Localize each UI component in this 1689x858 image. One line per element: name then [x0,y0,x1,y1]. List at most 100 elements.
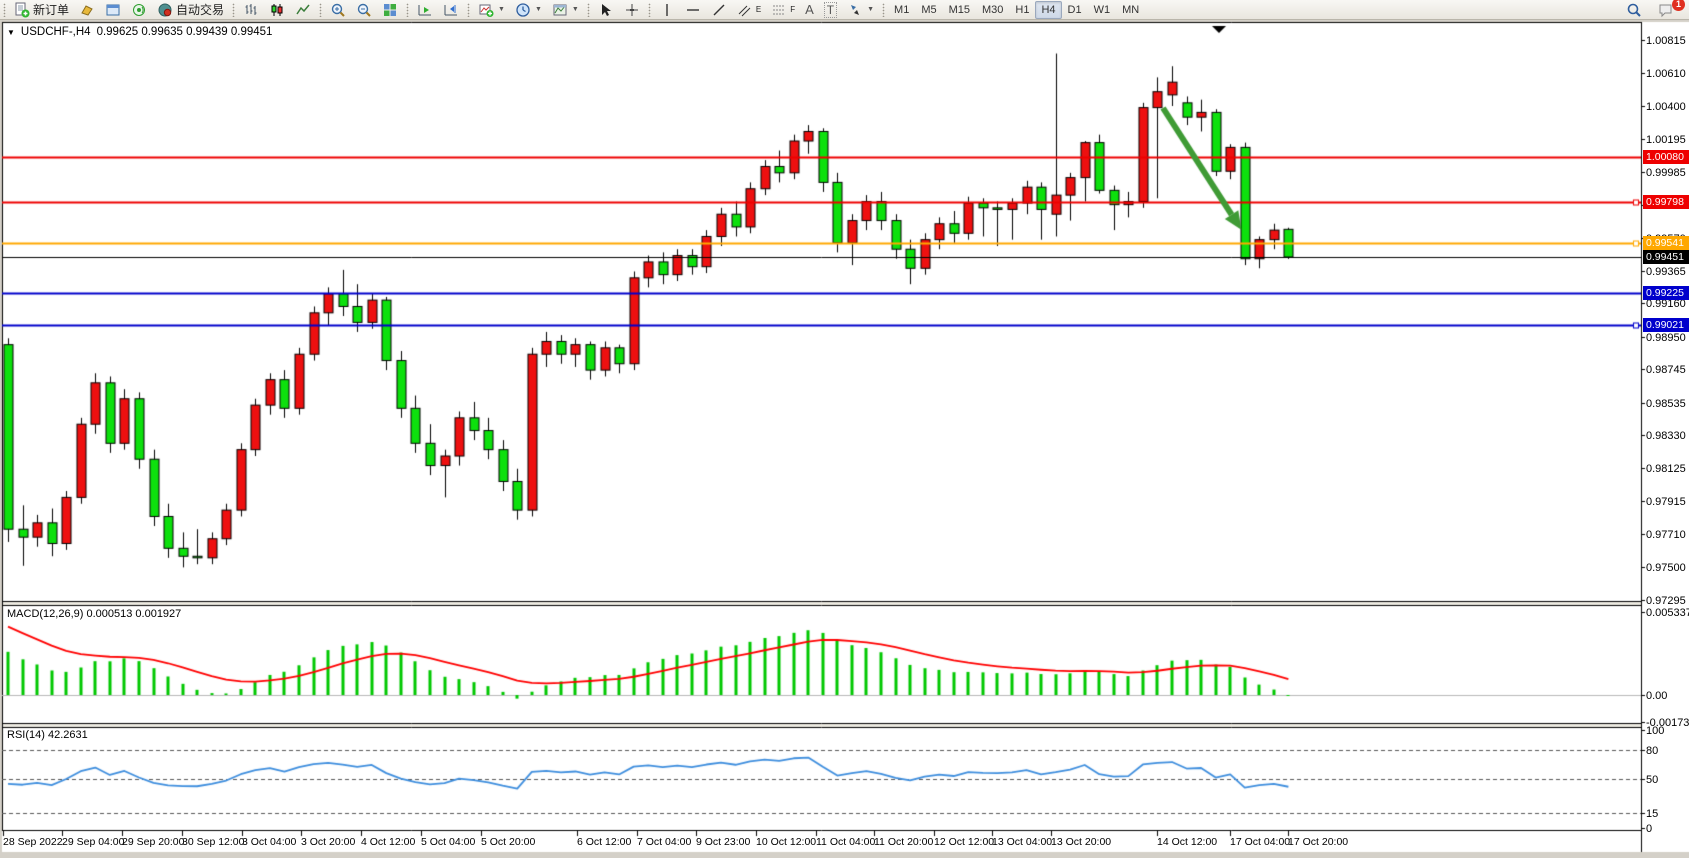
templates-button[interactable]: ▼ [547,1,584,19]
new-order-button[interactable]: 新订单 [9,1,74,19]
price-axis-tick: 0.97710 [1646,528,1686,541]
line-chart-icon [296,4,310,14]
vertical-line-icon [666,3,668,16]
dropdown-caret-icon: ▼ [867,6,875,13]
toolbar-grip [646,2,652,17]
time-axis-tick: 28 Sep 2022 [3,836,63,848]
rsi-indicator-label: RSI(14) 42.2631 [7,729,88,741]
timeframe-m15-button[interactable]: M15 [948,3,970,16]
time-axis-tick: 14 Oct 12:00 [1157,836,1218,848]
dropdown-caret-icon: ▼ [571,6,579,13]
timeframe-m1-button[interactable]: M1 [894,3,910,16]
signals-button[interactable] [126,1,152,19]
toolbar-grip [2,2,7,17]
price-axis-tick: 1.00610 [1646,67,1686,80]
fibonacci-tool-button[interactable]: F [766,1,800,19]
price-axis-tick: 0.97295 [1646,594,1686,607]
current-price-badge: 0.99451 [1643,249,1689,264]
tile-windows-button[interactable] [377,1,403,19]
zoom-out-icon [357,3,371,17]
price-level-badge: 0.99225 [1643,285,1689,300]
time-axis-tick: 3 Oct 20:00 [301,836,356,848]
timeframe-m30-button[interactable]: M30 [982,3,1004,16]
candlestick-chart-icon [271,3,283,16]
trendline-icon [713,4,725,15]
price-axis-tick: 1.00400 [1646,100,1686,113]
quotes-icon [81,4,93,16]
clock-icon [516,2,530,17]
price-level-badge: 0.99798 [1643,194,1689,209]
toolbar-grip [466,2,472,17]
text-label-tool-button[interactable]: T [819,1,842,19]
price-axis-tick: 0.99160 [1646,297,1686,310]
timeframe-m5-button[interactable]: M5 [921,3,937,16]
dropdown-caret-icon: ▼ [534,6,542,13]
price-axis-tick: 0.98950 [1646,331,1686,344]
cursor-icon [601,3,611,16]
time-axis-tick: 11 Oct 04:00 [816,836,876,848]
text-tool-glyph: A [805,2,814,17]
periods-button[interactable]: ▼ [510,1,547,19]
main-toolbar: 新订单 自动交易 [0,0,1689,20]
zoom-out-button[interactable] [351,1,377,19]
zoom-in-button[interactable] [325,1,351,19]
channel-icon [738,5,751,16]
zoom-in-icon [331,3,345,17]
price-level-badge: 0.99541 [1643,235,1689,250]
text-label-glyph: T [823,1,838,18]
autotrading-button[interactable]: 自动交易 [152,1,229,19]
price-axis-tick: 0.99365 [1646,265,1686,278]
time-axis-tick: 29 Sep 04:00 [62,836,125,848]
chart-shift-button[interactable] [438,1,464,19]
template-icon [553,4,567,15]
price-axis-tick: 1.00815 [1646,34,1686,47]
toolbar-grip [881,2,887,17]
autotrading-icon [158,3,172,16]
time-axis-tick: 5 Oct 20:00 [481,836,536,848]
timeframe-h1-button[interactable]: H1 [1015,3,1030,16]
auto-scroll-icon [418,4,432,15]
time-axis-tick: 12 Oct 12:00 [934,836,995,848]
chart-menu-icon[interactable]: ▼ [7,27,15,37]
autotrading-label: 自动交易 [176,3,225,17]
text-tool-button[interactable]: A [800,1,819,19]
cursor-tool-button[interactable] [593,1,619,19]
timeframe-h4-button[interactable]: H4 [1035,0,1062,19]
fibonacci-icon [773,5,785,14]
time-axis-tick: 13 Oct 04:00 [992,836,1053,848]
price-axis-tick: 0.98745 [1646,363,1686,376]
search-button[interactable] [1621,1,1647,19]
new-chart-icon [479,4,494,17]
line-chart-mode-button[interactable] [290,1,316,19]
timeframe-mn-button[interactable]: MN [1122,3,1140,16]
toolbar-grip [405,2,411,17]
trendline-tool-button[interactable] [706,1,732,19]
chart-shift-icon [444,4,458,15]
notifications-button[interactable]: 1 [1653,0,1685,19]
macd-indicator-label: MACD(12,26,9) 0.000513 0.001927 [7,608,182,620]
horizontal-line-tool-button[interactable] [680,1,706,19]
candlestick-mode-button[interactable] [264,1,290,19]
price-axis-tick: 0.97500 [1646,561,1686,574]
time-axis-tick: 7 Oct 04:00 [637,836,692,848]
new-chart-button[interactable]: ▼ [473,1,510,19]
terminal-window-button[interactable] [100,1,126,19]
rsi-axis-tick: 50 [1646,773,1659,786]
auto-scroll-button[interactable] [412,1,438,19]
toolbar-grip [585,2,591,17]
timeframe-w1-button[interactable]: W1 [1093,3,1111,16]
channel-glyph: E [755,5,762,14]
bar-chart-mode-button[interactable] [238,1,264,19]
timeframe-d1-button[interactable]: D1 [1067,3,1082,16]
crosshair-tool-button[interactable] [619,1,645,19]
price-axis-tick: 0.97915 [1646,495,1686,508]
quotes-window-button[interactable] [74,1,100,19]
horizontal-line-icon [686,8,699,11]
vertical-line-tool-button[interactable] [654,1,680,19]
arrows-tool-button[interactable]: ▼ [842,1,879,19]
tile-windows-icon [384,3,397,16]
price-axis-tick: 0.98535 [1646,397,1686,410]
channel-tool-button[interactable]: E [732,1,766,19]
